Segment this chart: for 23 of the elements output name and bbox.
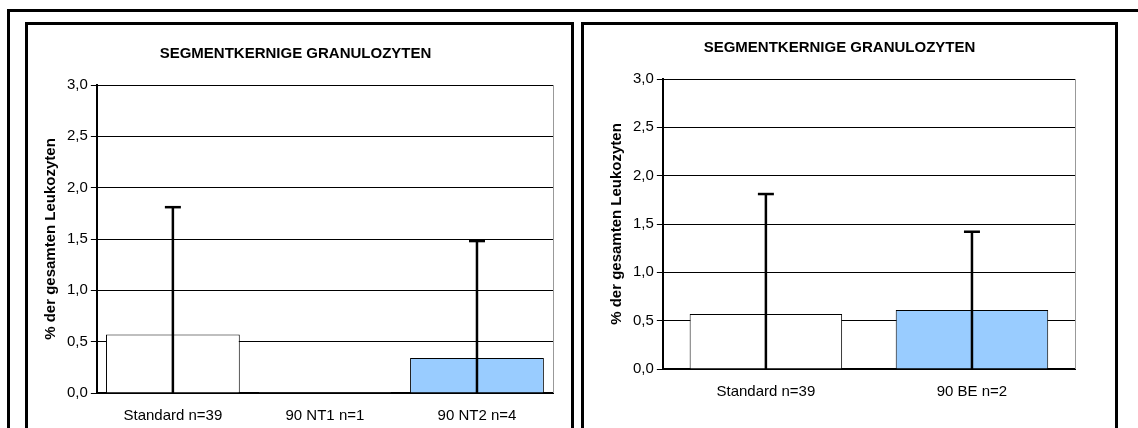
y-axis-title: % der gesamten Leukozyten [41,138,59,340]
y-tick-label: 0,5 [632,310,654,328]
y-tick-label: 2,0 [66,177,88,195]
chart-title: SEGMENTKERNIGE GRANULOZYTEN [159,44,432,62]
x-tick-label: 90 BE n=2 [936,382,1008,400]
y-tick-label: 0,5 [66,331,88,349]
y-axis-title: % der gesamten Leukozyten [607,123,625,325]
y-tick-label: 2,5 [632,117,654,135]
y-tick-label: 2,5 [66,126,88,144]
x-tick-label: 90 NT1 n=1 [285,406,365,424]
y-tick-label: 0,0 [66,383,88,401]
y-tick-label: 1,0 [632,262,654,280]
y-tick-label: 3,0 [632,69,654,87]
x-tick-label: Standard n=39 [716,382,816,400]
y-tick-label: 3,0 [66,75,88,93]
y-tick-label: 1,5 [632,214,654,232]
y-tick-label: 2,0 [632,165,654,183]
x-tick-label: Standard n=39 [123,406,223,424]
x-tick-label: 90 NT2 n=4 [437,406,517,424]
y-tick-label: 1,0 [66,280,88,298]
y-tick-label: 1,5 [66,229,88,247]
y-tick-label: 0,0 [632,359,654,377]
chart-title: SEGMENTKERNIGE GRANULOZYTEN [703,38,976,56]
